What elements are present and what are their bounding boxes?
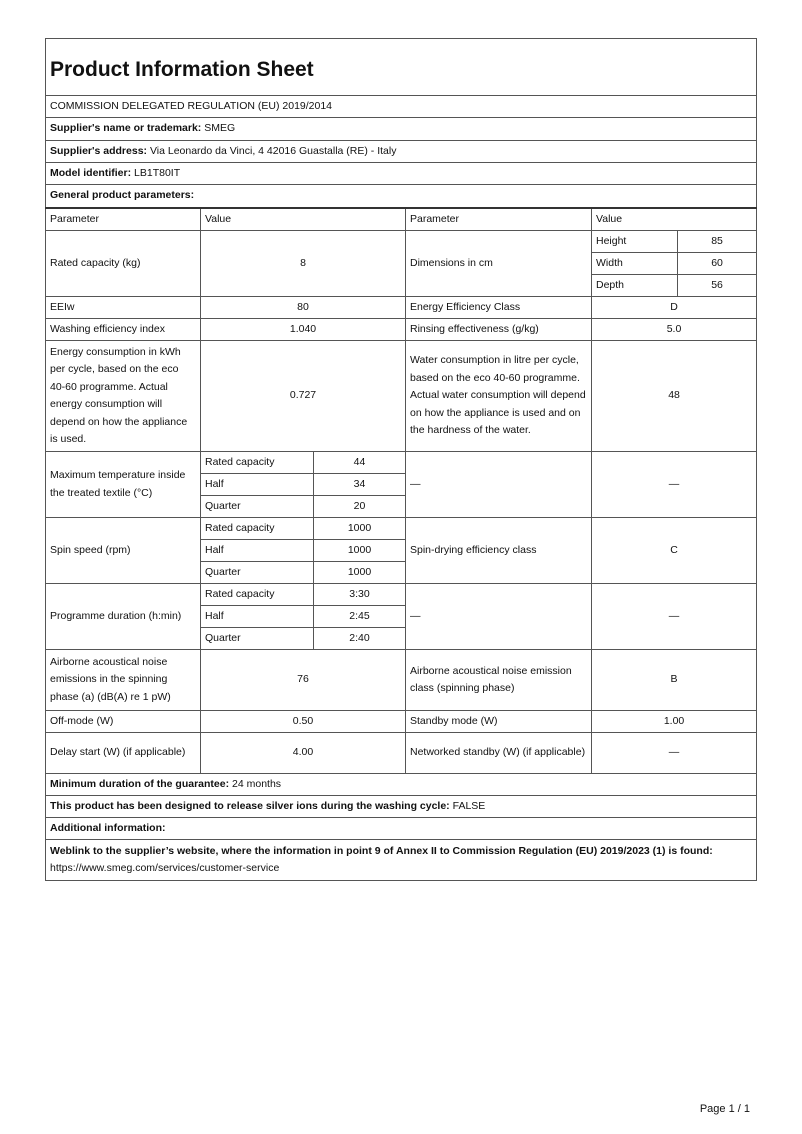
header-parameter: Parameter	[45, 207, 201, 231]
max-temp-rated-value: 44	[313, 451, 406, 474]
eeiw-value: 80	[200, 296, 406, 319]
weblink-label: Weblink to the supplier’s website, where…	[50, 844, 713, 857]
max-temp-label: Maximum temperature inside the treated t…	[45, 451, 201, 518]
spin-rated-value: 1000	[313, 517, 406, 540]
weblink-row: Weblink to the supplier’s website, where…	[44, 839, 758, 881]
model-label: Model identifier:	[50, 166, 132, 179]
energy-consumption-label: Energy consumption in kWh per cycle, bas…	[45, 340, 201, 452]
height-label: Height	[591, 230, 678, 253]
rinsing-label: Rinsing effectiveness (g/kg)	[405, 318, 592, 341]
duration-label: Programme duration (h:min)	[45, 583, 201, 650]
max-temp-quarter-label: Quarter	[200, 495, 314, 518]
energy-class-label: Energy Efficiency Class	[405, 296, 592, 319]
noise-class-value: B	[590, 649, 758, 711]
delay-start-label: Delay start (W) (if applicable)	[45, 732, 201, 774]
max-temp-extra-value: —	[590, 451, 758, 518]
regulation: COMMISSION DELEGATED REGULATION (EU) 201…	[44, 95, 758, 118]
off-mode-value: 0.50	[200, 710, 406, 733]
washing-index-label: Washing efficiency index	[45, 318, 201, 341]
additional-info: Additional information:	[44, 817, 758, 840]
spin-speed-label: Spin speed (rpm)	[45, 517, 201, 584]
model-row: Model identifier: LB1T80IT	[44, 162, 758, 185]
duration-rated-value: 3:30	[313, 583, 406, 606]
off-mode-label: Off-mode (W)	[45, 710, 201, 733]
duration-extra-value: —	[590, 583, 758, 650]
silver-ions-value: FALSE	[452, 799, 486, 812]
standby-value: 1.00	[590, 710, 758, 733]
spin-rated-label: Rated capacity	[200, 517, 314, 540]
product-information-table: Product Information Sheet COMMISSION DEL…	[44, 38, 758, 881]
supplier-address-row: Supplier's address: Via Leonardo da Vinc…	[44, 140, 758, 163]
max-temp-half-value: 34	[313, 473, 406, 496]
duration-rated-label: Rated capacity	[200, 583, 314, 606]
supplier-name-value: SMEG	[204, 122, 236, 135]
spin-half-value: 1000	[313, 539, 406, 562]
duration-half-value: 2:45	[313, 605, 406, 628]
max-temp-extra-param: —	[405, 451, 592, 518]
page-number: Page 1 / 1	[699, 1103, 750, 1115]
weblink-url[interactable]: https://www.smeg.com/services/customer-s…	[50, 862, 280, 874]
duration-extra-param: —	[405, 583, 592, 650]
supplier-address-label: Supplier's address:	[50, 144, 148, 157]
width-label: Width	[591, 252, 678, 275]
max-temp-rated-label: Rated capacity	[200, 451, 314, 474]
model-value: LB1T80IT	[134, 166, 181, 179]
header-value: Value	[200, 207, 406, 231]
header-value: Value	[590, 207, 758, 231]
delay-start-value: 4.00	[200, 732, 406, 774]
duration-quarter-value: 2:40	[313, 627, 406, 650]
eeiw-label: EEIw	[45, 296, 201, 319]
spin-class-label: Spin-drying efficiency class	[405, 517, 592, 584]
height-value: 85	[676, 230, 758, 253]
noise-class-label: Airborne acoustical noise emission class…	[405, 649, 592, 711]
duration-half-label: Half	[200, 605, 314, 628]
washing-index-value: 1.040	[200, 318, 406, 341]
silver-ions-label: This product has been designed to releas…	[50, 799, 450, 812]
supplier-name-label: Supplier's name or trademark:	[50, 122, 202, 135]
dimensions-label: Dimensions in cm	[405, 230, 592, 297]
networked-standby-value: —	[590, 732, 758, 774]
rated-capacity-label: Rated capacity (kg)	[45, 230, 201, 297]
header-parameter: Parameter	[405, 207, 592, 231]
rinsing-value: 5.0	[590, 318, 758, 341]
supplier-name-row: Supplier's name or trademark: SMEG	[44, 117, 758, 141]
networked-standby-label: Networked standby (W) (if applicable)	[405, 732, 592, 774]
noise-value: 76	[200, 649, 406, 711]
spin-quarter-value: 1000	[313, 561, 406, 584]
spin-quarter-label: Quarter	[200, 561, 314, 584]
standby-label: Standby mode (W)	[405, 710, 592, 733]
energy-consumption-value: 0.727	[200, 340, 406, 452]
guarantee-label: Minimum duration of the guarantee:	[50, 777, 230, 790]
width-value: 60	[676, 252, 758, 275]
water-consumption-value: 48	[590, 340, 758, 452]
duration-quarter-label: Quarter	[200, 627, 314, 650]
water-consumption-label: Water consumption in litre per cycle, ba…	[405, 340, 592, 452]
rated-capacity-value: 8	[200, 230, 406, 297]
spin-half-label: Half	[200, 539, 314, 562]
general-heading: General product parameters:	[44, 184, 758, 209]
depth-label: Depth	[591, 274, 678, 297]
guarantee-row: Minimum duration of the guarantee: 24 mo…	[44, 773, 758, 796]
page-title: Product Information Sheet	[44, 38, 758, 96]
depth-value: 56	[676, 274, 758, 297]
max-temp-half-label: Half	[200, 473, 314, 496]
guarantee-value: 24 months	[232, 777, 282, 790]
silver-ions-row: This product has been designed to releas…	[44, 795, 758, 818]
energy-class-value: D	[590, 296, 758, 319]
supplier-address-value: Via Leonardo da Vinci, 4 42016 Guastalla…	[149, 144, 397, 157]
noise-label: Airborne acoustical noise emissions in t…	[45, 649, 201, 711]
max-temp-quarter-value: 20	[313, 495, 406, 518]
spin-class-value: C	[590, 517, 758, 584]
